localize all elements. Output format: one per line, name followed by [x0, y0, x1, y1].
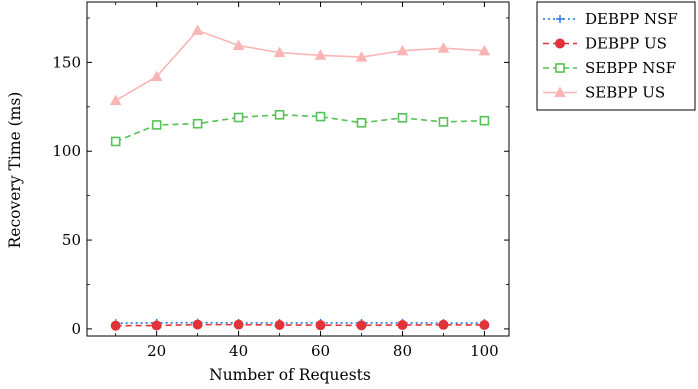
legend-label: DEBPP US	[585, 35, 667, 53]
data-point	[233, 112, 244, 123]
data-point	[109, 94, 122, 106]
legend-label: SEBPP NSF	[585, 59, 676, 77]
series-line	[115, 29, 485, 102]
series-sebpp-nsf	[110, 110, 490, 147]
data-point	[355, 51, 368, 62]
x-tick-label: 40	[229, 342, 248, 360]
data-point	[233, 319, 244, 330]
y-tick-label: 150	[52, 53, 81, 71]
data-point	[314, 49, 327, 60]
data-point	[274, 319, 285, 330]
plot-area	[86, 1, 510, 337]
legend-item: SEBPP US	[543, 84, 665, 102]
legend-label: DEBPP NSF	[585, 10, 678, 28]
series-line	[115, 323, 485, 327]
y-tick-label: 0	[71, 320, 81, 338]
data-point	[192, 319, 203, 330]
x-axis: 20 40 60 80 100	[115, 2, 499, 360]
legend: DEBPP NSF DEBPP US SEBPP NSF SEBPP US	[536, 1, 696, 111]
x-tick-label: 60	[311, 342, 330, 360]
plot-frame	[86, 1, 510, 337]
legend-label: SEBPP US	[585, 84, 665, 102]
legend-marker	[555, 63, 565, 73]
legend-marker	[555, 38, 565, 49]
data-point	[151, 320, 162, 331]
data-point	[110, 320, 121, 331]
legend-item: SEBPP NSF	[543, 59, 676, 77]
data-point	[438, 117, 449, 127]
series-sebpp-us	[109, 24, 491, 106]
data-point	[192, 118, 203, 129]
legend-item: DEBPP US	[543, 35, 667, 53]
data-point	[274, 110, 285, 120]
data-point	[151, 120, 162, 130]
data-point	[438, 319, 449, 330]
legend-marker	[556, 15, 564, 23]
data-point	[356, 320, 367, 331]
y-tick-label: 50	[62, 231, 81, 249]
x-tick-label: 80	[393, 342, 412, 360]
data-point	[315, 320, 326, 331]
y-tick-label: 100	[52, 142, 81, 160]
legend-marker	[554, 86, 566, 97]
data-point	[396, 44, 409, 56]
legend-item: DEBPP NSF	[543, 10, 678, 28]
x-axis-title: Number of Requests	[209, 366, 371, 384]
data-point	[110, 136, 121, 147]
series-debpp-us	[110, 319, 490, 331]
data-point	[397, 319, 408, 330]
y-axis: 0 50 100 150	[52, 17, 509, 338]
data-point	[232, 39, 245, 51]
series-line	[115, 321, 485, 325]
y-axis-title: Recovery Time (ms)	[6, 92, 24, 249]
data-point	[273, 46, 286, 58]
data-point	[479, 115, 490, 126]
series-line	[115, 114, 485, 143]
data-point	[150, 70, 163, 82]
series-layer	[109, 24, 491, 331]
data-point	[397, 113, 408, 123]
x-tick-label: 20	[147, 342, 166, 360]
x-tick-label: 100	[470, 342, 499, 360]
data-point	[191, 24, 204, 35]
data-point	[437, 42, 450, 53]
data-point	[315, 111, 326, 122]
data-point	[478, 44, 491, 56]
data-point	[356, 118, 367, 128]
data-point	[479, 319, 490, 330]
